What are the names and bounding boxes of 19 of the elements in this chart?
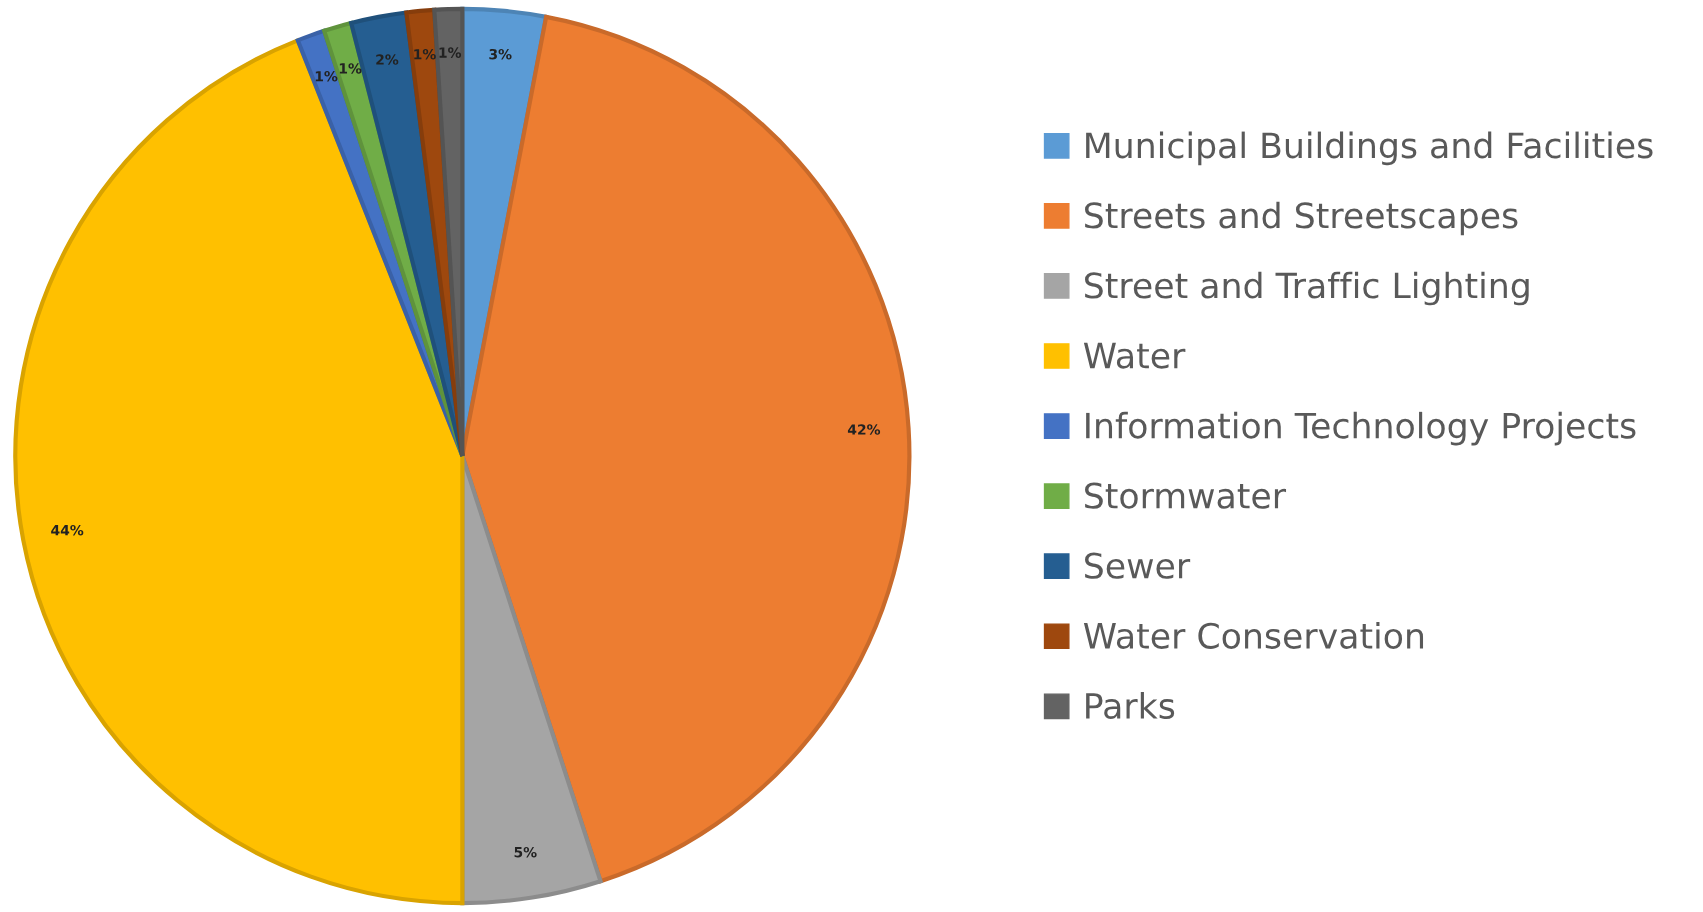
legend-label: Streets and Streetscapes xyxy=(1085,201,1518,236)
legend-label: Parks xyxy=(1086,692,1175,719)
legend-label: Stormwater xyxy=(1085,482,1287,509)
legend-label: Municipal Buildings and Facilities xyxy=(1086,131,1653,166)
pie-slice xyxy=(13,38,465,906)
data-label: 1% xyxy=(339,63,362,74)
data-label: 42% xyxy=(847,424,881,435)
data-label: 1% xyxy=(315,70,338,82)
legend-label: Street and Traffic Lighting xyxy=(1085,271,1529,306)
legend-label: Water Conservation xyxy=(1083,622,1424,649)
data-label: 1% xyxy=(439,47,462,58)
legend-label: Sewer xyxy=(1085,552,1191,579)
legend-label: Information Technology Projects xyxy=(1086,411,1636,446)
data-label: 1% xyxy=(414,48,436,60)
data-label: 5% xyxy=(514,846,537,858)
legend-label: Water xyxy=(1083,342,1186,369)
data-label: 44% xyxy=(51,524,84,536)
data-label: 3% xyxy=(489,48,512,60)
data-label: 2% xyxy=(376,54,399,65)
